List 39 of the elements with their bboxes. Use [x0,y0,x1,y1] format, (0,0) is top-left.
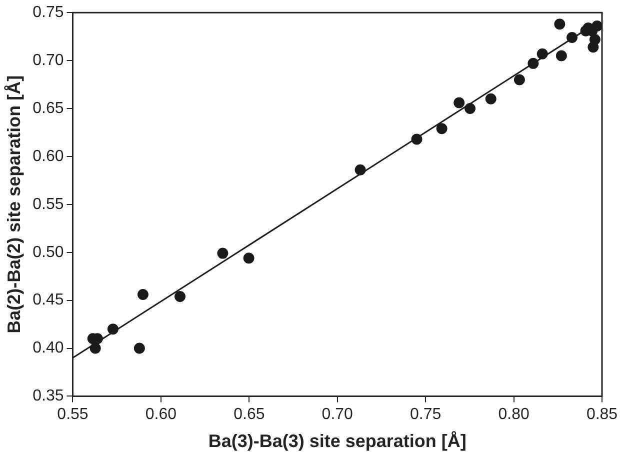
x-tick-label: 0.60 [145,406,177,424]
y-tick-label: 0.75 [32,4,64,22]
point [556,50,567,62]
point [217,248,228,259]
x-tick-label: 0.85 [586,406,618,424]
y-tick-label: 0.65 [32,100,64,117]
point [411,134,422,145]
point [134,342,145,354]
point [436,123,448,134]
point [514,74,525,86]
point [243,252,254,264]
point [464,103,476,114]
point [592,20,602,32]
point [554,18,566,30]
x-tick-label: 0.65 [234,406,265,424]
point [454,97,465,108]
point [137,289,148,300]
x-tick-label: 0.75 [410,406,442,424]
point [528,58,539,69]
point [485,93,496,104]
point [90,342,101,354]
x-tick-label: 0.55 [57,406,88,424]
x-tick-label: 0.80 [498,406,530,424]
point [588,42,599,53]
point [354,164,366,176]
x-axis-title: Ba(3)-Ba(3) site separation [Å] [208,431,466,452]
y-tick-label: 0.35 [32,388,64,405]
y-axis-title: Ba(2)-Ba(2) site separation [Å] [4,75,24,334]
point [107,324,118,335]
point [566,32,578,44]
point [536,48,548,60]
y-tick-label: 0.55 [32,196,64,213]
y-tick-label: 0.70 [32,52,64,69]
point [174,290,186,302]
y-tick-label: 0.60 [32,148,64,165]
y-tick-label: 0.50 [32,244,64,261]
y-tick-label: 0.45 [32,292,64,309]
y-tick-label: 0.40 [32,340,64,357]
x-tick-label: 0.70 [322,406,354,424]
